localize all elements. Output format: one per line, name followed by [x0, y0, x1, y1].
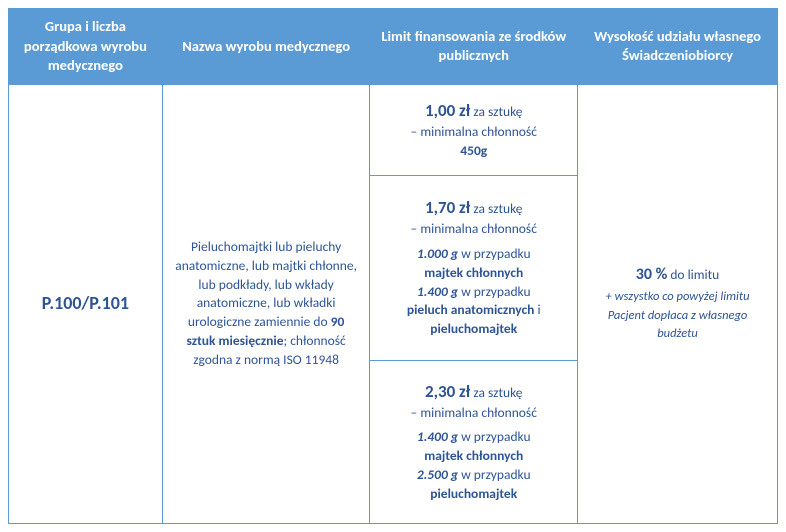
limit-tier-2: 1,70 zł za sztukę – minimalna chłonność … — [370, 175, 578, 360]
limit-tier-1: 1,00 zł za sztukę – minimalna chłonność … — [370, 84, 578, 175]
limit-1-price: 1,00 zł — [425, 100, 470, 121]
limit-2-min: – minimalna chłonność — [411, 220, 537, 237]
limit-2-and: i — [534, 301, 540, 318]
limit-2-per: za sztukę — [470, 200, 522, 217]
limit-2-b1: majtek chłonnych — [424, 264, 523, 281]
limit-2-g2: 1.400 g — [417, 283, 458, 300]
limit-3-t1: w przypadku — [458, 428, 531, 445]
table-row: P.100/P.101 Pieluchomajtki lub pieluchy … — [9, 84, 778, 175]
limit-2-g1: 1.000 g — [417, 245, 458, 262]
limit-3-b1: majtek chłonnych — [424, 447, 523, 464]
limit-tier-3: 2,30 zł za sztukę – minimalna chłonność … — [370, 360, 578, 523]
limit-2-price: 1,70 zł — [425, 197, 470, 218]
header-row: Grupa i liczba porządkowa wyrobu medyczn… — [9, 9, 778, 85]
header-patient-share: Wysokość udziału własnego Świadczeniobio… — [578, 9, 778, 85]
limit-3-per: za sztukę — [470, 384, 522, 401]
limit-3-min: – minimalna chłonność — [411, 404, 537, 421]
medical-reimbursement-table: Grupa i liczba porządkowa wyrobu medyczn… — [8, 8, 778, 524]
header-group-code: Grupa i liczba porządkowa wyrobu medyczn… — [9, 9, 163, 85]
share-text: do limitu — [667, 266, 719, 283]
share-percent: 30 % — [636, 265, 668, 284]
limit-2-b3: pieluchomajtek — [430, 320, 517, 337]
patient-share-cell: 30 % do limitu + wszystko co powyżej lim… — [578, 84, 778, 523]
limit-3-b2: pieluchomajtek — [430, 485, 517, 502]
limit-3-g2: 2.500 g — [417, 466, 458, 483]
product-name-cell: Pieluchomajtki lub pieluchy anatomiczne,… — [162, 84, 370, 523]
limit-2-t1: w przypadku — [458, 245, 531, 262]
header-financing-limit: Limit finansowania ze środków publicznyc… — [370, 9, 578, 85]
limit-2-b2: pieluch anatomicznych — [407, 301, 535, 318]
limit-3-price: 2,30 zł — [425, 381, 470, 402]
limit-1-grams: 450g — [460, 142, 487, 159]
product-code-cell: P.100/P.101 — [9, 84, 163, 523]
header-product-name: Nazwa wyrobu medycznego — [162, 9, 370, 85]
limit-3-t2: w przypadku — [458, 466, 531, 483]
limit-1-min: – minimalna chłonność — [411, 123, 537, 140]
limit-1-per: za sztukę — [470, 103, 522, 120]
product-code: P.100/P.101 — [42, 292, 129, 314]
limit-2-t2: w przypadku — [458, 283, 531, 300]
limit-3-g1: 1.400 g — [417, 428, 458, 445]
share-note: + wszystko co powyżej limitu Pacjent dop… — [606, 289, 750, 342]
